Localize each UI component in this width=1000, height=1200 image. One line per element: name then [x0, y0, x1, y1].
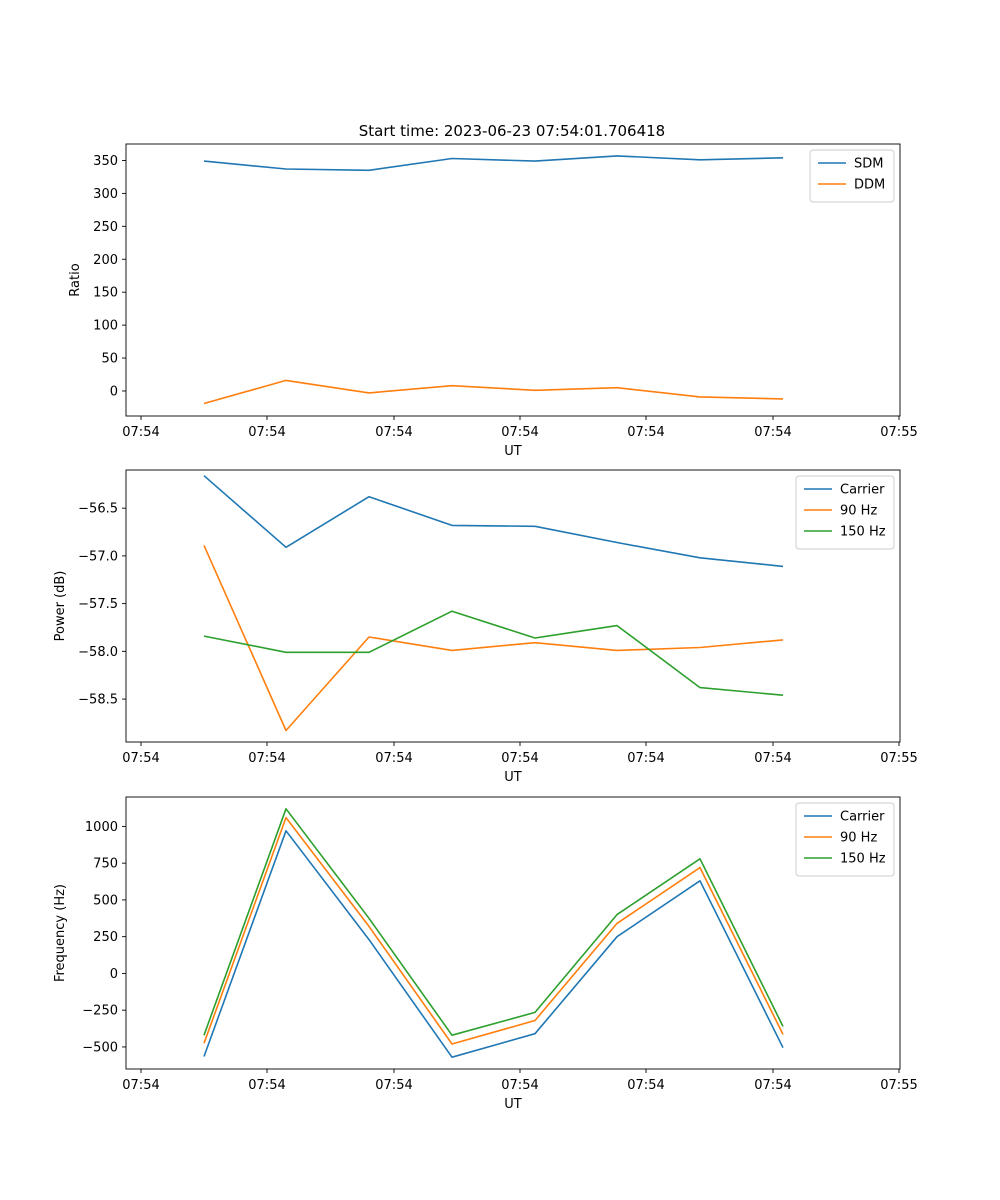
- y-tick-label: 500: [93, 893, 118, 908]
- chart-panel-2: 07:54 07:54 07:54 07:54 07:54 07:54 07:55 −58.5…: [53, 469, 918, 785]
- x-tick-label: 07:54: [501, 425, 538, 440]
- chart-panels: 07:54 07:54 07:54 07:54 07:54 07:54 07:55 0 50 10…: [53, 143, 918, 1112]
- legend-label: 150 Hz: [840, 525, 886, 540]
- x-tick-label: 07:54: [122, 425, 159, 440]
- figure-title: Start time: 2023-06-23 07:54:01.706418: [359, 122, 665, 140]
- legend: Carrier 90 Hz 150 Hz: [795, 475, 895, 550]
- y-tick-label: 250: [93, 220, 118, 235]
- y-tick-label: 50: [101, 352, 118, 367]
- legend-label: DDM: [854, 178, 885, 193]
- plot-frame: [125, 469, 901, 743]
- chart-panel-1: 07:54 07:54 07:54 07:54 07:54 07:54 07:55 0 50 10…: [68, 143, 918, 459]
- x-tick-label: 07:54: [627, 425, 664, 440]
- y-tick-label: −56.5: [78, 502, 118, 517]
- y-tick-label: 350: [93, 154, 118, 169]
- x-tick-label: 07:55: [880, 751, 917, 766]
- series-line-150-hz: [203, 610, 784, 696]
- series-line-sdm: [203, 155, 784, 172]
- y-tick-label: 150: [93, 286, 118, 301]
- series-line-carrier: [203, 475, 784, 568]
- legend-label: Carrier: [840, 483, 885, 498]
- y-tick-label: 0: [110, 967, 118, 982]
- x-tick-label: 07:55: [880, 425, 917, 440]
- y-tick-label: 300: [93, 187, 118, 202]
- x-tick-label: 07:54: [375, 425, 412, 440]
- legend: SDM DDM: [809, 149, 895, 203]
- y-tick-label: −57.5: [78, 597, 118, 612]
- y-tick-label: 100: [93, 319, 118, 334]
- y-tick-label: 1000: [85, 820, 118, 835]
- x-tick-label: 07:54: [248, 1078, 285, 1093]
- legend-label: SDM: [854, 157, 883, 172]
- legend-label: 150 Hz: [840, 852, 886, 867]
- x-tick-label: 07:54: [122, 751, 159, 766]
- y-axis-label: Frequency (Hz): [53, 884, 68, 982]
- x-tick-label: 07:54: [375, 751, 412, 766]
- series-line-ddm: [203, 379, 784, 405]
- x-axis-label: UT: [504, 1097, 522, 1112]
- y-tick-label: −250: [82, 1004, 118, 1019]
- x-tick-label: 07:54: [754, 1078, 791, 1093]
- x-tick-label: 07:54: [754, 751, 791, 766]
- chart-panel-3: 07:54 07:54 07:54 07:54 07:54 07:54 07:55 −500 −…: [53, 796, 918, 1112]
- plot-frame: [125, 143, 901, 417]
- series-line-150-hz: [203, 807, 784, 1036]
- y-tick-label: −58.5: [78, 693, 118, 708]
- x-tick-label: 07:54: [627, 1078, 664, 1093]
- x-tick-label: 07:54: [122, 1078, 159, 1093]
- y-tick-label: −58.0: [78, 645, 118, 660]
- series-line-90-hz: [203, 545, 784, 732]
- x-tick-label: 07:54: [501, 751, 538, 766]
- legend-label: Carrier: [840, 810, 885, 825]
- y-axis-label: Ratio: [68, 263, 83, 296]
- y-tick-label: −57.0: [78, 549, 118, 564]
- y-tick-label: 0: [110, 384, 118, 399]
- x-tick-label: 07:54: [754, 425, 791, 440]
- x-tick-label: 07:54: [627, 751, 664, 766]
- legend-label: 90 Hz: [840, 504, 877, 519]
- series-line-90-hz: [203, 816, 784, 1045]
- x-tick-label: 07:54: [248, 751, 285, 766]
- y-tick-label: −500: [82, 1040, 118, 1055]
- legend: Carrier 90 Hz 150 Hz: [795, 802, 895, 877]
- legend-label: 90 Hz: [840, 831, 877, 846]
- x-tick-label: 07:55: [880, 1078, 917, 1093]
- plot-frame: [125, 796, 901, 1070]
- y-tick-label: 200: [93, 253, 118, 268]
- x-tick-label: 07:54: [501, 1078, 538, 1093]
- y-tick-label: 750: [93, 857, 118, 872]
- y-axis-label: Power (dB): [53, 571, 68, 642]
- x-tick-label: 07:54: [248, 425, 285, 440]
- x-axis-label: UT: [504, 444, 522, 459]
- y-tick-label: 250: [93, 930, 118, 945]
- x-tick-label: 07:54: [375, 1078, 412, 1093]
- x-axis-label: UT: [504, 770, 522, 785]
- series-line-carrier: [203, 829, 784, 1058]
